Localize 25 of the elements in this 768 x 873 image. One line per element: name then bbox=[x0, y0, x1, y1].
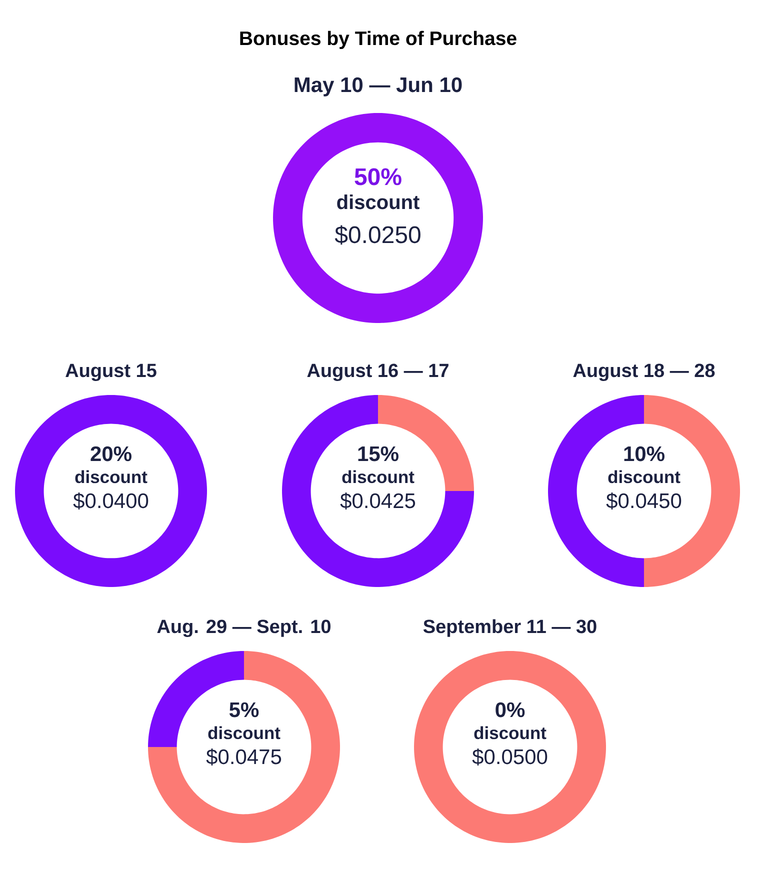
chart-title: September 11 — 30 bbox=[423, 619, 596, 637]
chart-subtitle: May 10 — Jun 10 bbox=[294, 77, 462, 96]
text: discount bbox=[608, 470, 680, 484]
text: $0.0500 bbox=[472, 748, 548, 766]
text: discount bbox=[342, 470, 414, 484]
text: $0.0450 bbox=[606, 492, 682, 510]
text: discount bbox=[337, 194, 420, 210]
text: $0.0250 bbox=[334, 225, 420, 245]
text: 20% bbox=[90, 446, 132, 462]
chart-title: Aug. 29 — Sept. 10 bbox=[157, 620, 330, 638]
text: 5% bbox=[229, 702, 259, 718]
text: discount bbox=[75, 470, 148, 484]
text: $0.0475 bbox=[206, 748, 282, 766]
chart-title: August 15 bbox=[66, 364, 156, 382]
text: 10% bbox=[624, 446, 664, 462]
text: 0% bbox=[496, 702, 525, 718]
chart-title: August 18 — 28 bbox=[573, 364, 715, 382]
text: $0.0400 bbox=[73, 492, 148, 510]
text: discount bbox=[474, 726, 546, 740]
chart-title: August 16 — 17 bbox=[307, 364, 448, 382]
text: 50% bbox=[354, 168, 402, 186]
text: 15% bbox=[358, 446, 398, 462]
text: discount bbox=[208, 726, 280, 740]
text: $0.0425 bbox=[340, 492, 416, 510]
chart-title: Bonuses by Time of Purchase bbox=[240, 30, 516, 50]
